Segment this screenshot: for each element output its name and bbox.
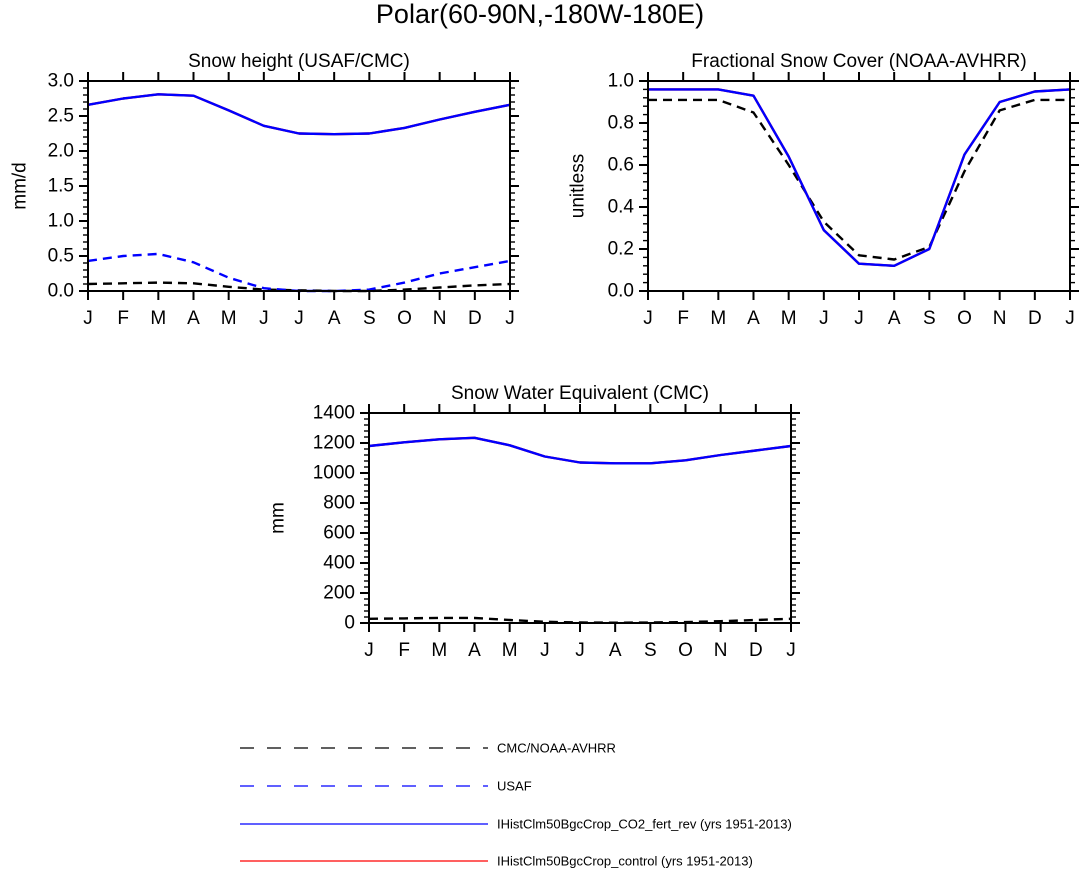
series-line-0: [648, 98, 1070, 261]
x-tick-label: J: [364, 640, 374, 661]
x-tick-label: J: [854, 308, 864, 329]
y-tick-label: 0.2: [608, 239, 634, 260]
x-tick-label: A: [747, 308, 760, 329]
y-tick-label: 0.0: [48, 281, 74, 302]
panel-title: Snow Water Equivalent (CMC): [451, 383, 709, 404]
series-line-2: [87, 93, 511, 136]
snow-cover-panel: Fractional Snow Cover (NOAA-AVHRR) unitle…: [568, 51, 1079, 329]
y-tick-label: 0.8: [608, 113, 634, 134]
y-tick-label: 1.5: [48, 176, 74, 197]
plot-frame: [647, 80, 1071, 292]
legend-label-0: CMC/NOAA-AVHRR: [497, 741, 616, 756]
legend-label-2: IHistClm50BgcCrop_CO2_fert_rev (yrs 1951…: [497, 817, 792, 832]
x-tick-label: M: [221, 308, 237, 329]
x-tick-label: D: [468, 308, 482, 329]
y-tick-label: 1000: [313, 463, 355, 484]
y-tick-label: 1.0: [608, 71, 634, 92]
x-tick-label: F: [117, 308, 129, 329]
x-tick-label: J: [505, 308, 515, 329]
x-tick-label: J: [294, 308, 304, 329]
series-line-0: [368, 616, 792, 624]
x-tick-label: J: [1065, 308, 1075, 329]
x-tick-label: F: [398, 640, 410, 661]
y-tick-label: 2.0: [48, 141, 74, 162]
x-tick-label: M: [710, 308, 726, 329]
y-tick-label: 1200: [313, 433, 355, 454]
series-line-1: [648, 88, 1071, 267]
y-tick-label: 0: [344, 613, 355, 634]
y-tick-label: 200: [323, 583, 355, 604]
x-tick-label: N: [993, 308, 1007, 329]
series-line-3: [87, 93, 511, 136]
y-tick-label: 800: [323, 493, 355, 514]
x-tick-label: F: [677, 308, 689, 329]
x-tick-label: O: [678, 640, 693, 661]
series-line-2: [368, 436, 792, 465]
x-tick-label: J: [259, 308, 269, 329]
y-tick-label: 1400: [313, 403, 355, 424]
x-tick-label: J: [643, 308, 653, 329]
figure-title: Polar(60-90N,-180W-180E): [376, 0, 704, 29]
panel-title: Snow height (USAF/CMC): [188, 51, 410, 72]
series-line-1: [87, 252, 511, 293]
y-tick-label: 0.4: [608, 197, 635, 218]
x-tick-label: M: [781, 308, 797, 329]
x-tick-label: D: [749, 640, 763, 661]
x-tick-label: A: [187, 308, 200, 329]
legend-label-3: IHistClm50BgcCrop_control (yrs 1951-2013…: [497, 854, 753, 869]
y-tick-label: 0.0: [608, 281, 634, 302]
legend: CMC/NOAA-AVHRR USAF IHistClm50BgcCrop_CO2_…: [240, 741, 792, 869]
x-tick-label: J: [786, 640, 796, 661]
y-axis-label: mm/d: [10, 162, 31, 210]
x-tick-label: D: [1028, 308, 1042, 329]
x-tick-label: A: [888, 308, 901, 329]
x-tick-label: M: [431, 640, 447, 661]
plot-frame: [87, 80, 511, 292]
series-line-0: [87, 281, 511, 293]
panel-title: Fractional Snow Cover (NOAA-AVHRR): [691, 51, 1026, 72]
x-tick-label: N: [433, 308, 447, 329]
y-axis-label: mm: [268, 502, 289, 534]
y-tick-label: 0.6: [608, 155, 634, 176]
x-tick-label: N: [714, 640, 728, 661]
x-tick-label: J: [540, 640, 550, 661]
x-tick-label: J: [83, 308, 93, 329]
x-tick-label: S: [644, 640, 657, 661]
plot-frame: [368, 412, 792, 624]
x-tick-label: M: [502, 640, 518, 661]
snow-height-panel: Snow height (USAF/CMC)mm/dJ F M A M J J A S O N D J0…: [10, 51, 519, 329]
x-tick-label: O: [397, 308, 412, 329]
y-tick-label: 3.0: [48, 71, 74, 92]
x-tick-label: J: [575, 640, 585, 661]
y-tick-label: 2.5: [48, 106, 74, 127]
y-tick-label: 0.5: [48, 246, 74, 267]
x-tick-label: S: [363, 308, 376, 329]
x-tick-label: A: [468, 640, 481, 661]
legend-label-1: USAF: [497, 779, 532, 794]
y-tick-label: 600: [323, 523, 355, 544]
y-tick-label: 1.0: [48, 211, 74, 232]
swe-panel: Snow Water Equivalent (CMC)mmJ F M A M J J A S O N…: [268, 383, 800, 661]
x-tick-label: O: [957, 308, 972, 329]
x-tick-label: J: [819, 308, 829, 329]
y-tick-label: 400: [323, 553, 355, 574]
x-tick-label: A: [328, 308, 341, 329]
series-line-1: [368, 436, 792, 465]
x-tick-label: S: [923, 308, 936, 329]
x-tick-label: A: [609, 640, 622, 661]
y-axis-label: unitless: [568, 154, 589, 218]
series-line-2: [648, 88, 1071, 267]
x-tick-label: M: [150, 308, 166, 329]
